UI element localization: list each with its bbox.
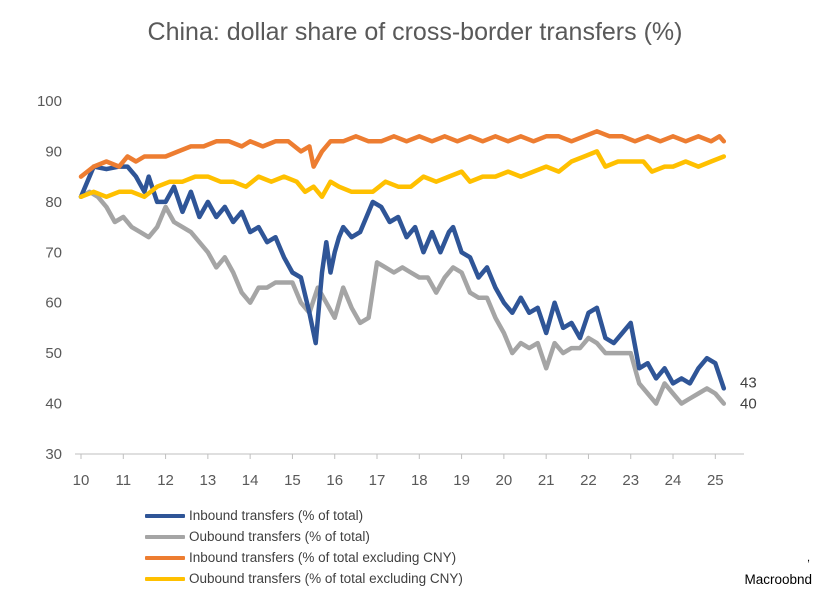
y-tick-label: 100 bbox=[37, 93, 62, 110]
x-axis: 10 11 12 13 14 15 16 17 18 19 20 21 22 23 24 25 bbox=[73, 453, 744, 489]
series-line-1 bbox=[78, 189, 727, 406]
series-line-3 bbox=[78, 149, 727, 200]
y-tick-label: 40 bbox=[45, 396, 62, 413]
y-tick-label: 90 bbox=[45, 143, 62, 160]
x-tick-label: 19 bbox=[453, 472, 470, 489]
y-tick-label: 80 bbox=[45, 194, 62, 211]
legend-item: Oubound transfers (% of total excluding … bbox=[145, 568, 463, 589]
y-tick-label: 60 bbox=[45, 295, 62, 312]
legend-swatch bbox=[145, 513, 185, 518]
chart-title: China: dollar share of cross-border tran… bbox=[147, 18, 683, 46]
x-tick-label: 11 bbox=[115, 472, 131, 489]
x-tick-label: 16 bbox=[326, 472, 343, 489]
y-axis: 100 90 80 70 60 50 40 30 bbox=[37, 93, 62, 463]
legend: Inbound transfers (% of total) Oubound tr… bbox=[145, 505, 463, 589]
x-tick-label: 24 bbox=[665, 472, 682, 489]
x-tick-label: 23 bbox=[622, 472, 639, 489]
y-tick-label: 50 bbox=[45, 345, 62, 362]
legend-label: Oubound transfers (% of total) bbox=[189, 529, 370, 544]
x-tick-label: 18 bbox=[411, 472, 428, 489]
legend-item: Inbound transfers (% of total excluding … bbox=[145, 547, 463, 568]
x-tick-label: 21 bbox=[538, 472, 555, 489]
series-line-2 bbox=[78, 129, 727, 179]
legend-swatch bbox=[145, 576, 185, 581]
x-tick-label: 10 bbox=[73, 472, 90, 489]
legend-label: Inbound transfers (% of total) bbox=[189, 508, 364, 523]
legend-swatch bbox=[145, 534, 185, 539]
x-tick-label: 25 bbox=[707, 472, 724, 489]
y-tick-label: 30 bbox=[45, 446, 62, 463]
series-line-0 bbox=[78, 164, 727, 391]
legend-item: Oubound transfers (% of total) bbox=[145, 526, 463, 547]
legend-label: Inbound transfers (% of total excluding … bbox=[189, 550, 457, 565]
end-label: 40 bbox=[740, 396, 757, 413]
x-tick-label: 20 bbox=[496, 472, 513, 489]
x-tick-label: 22 bbox=[580, 472, 597, 489]
x-tick-label: 14 bbox=[242, 472, 259, 489]
end-label: 43 bbox=[740, 374, 757, 391]
series-lines bbox=[78, 129, 727, 406]
legend-label: Oubound transfers (% of total excluding … bbox=[189, 571, 463, 586]
legend-item: Inbound transfers (% of total) bbox=[145, 505, 463, 526]
x-tick-label: 12 bbox=[157, 472, 174, 489]
source-mark: , bbox=[806, 552, 810, 564]
legend-swatch bbox=[145, 555, 185, 560]
x-tick-label: 17 bbox=[369, 472, 386, 489]
x-tick-label: 15 bbox=[284, 472, 301, 489]
y-tick-label: 70 bbox=[45, 244, 62, 261]
source-label: Macroobnd bbox=[744, 572, 812, 587]
x-tick-label: 13 bbox=[200, 472, 217, 489]
